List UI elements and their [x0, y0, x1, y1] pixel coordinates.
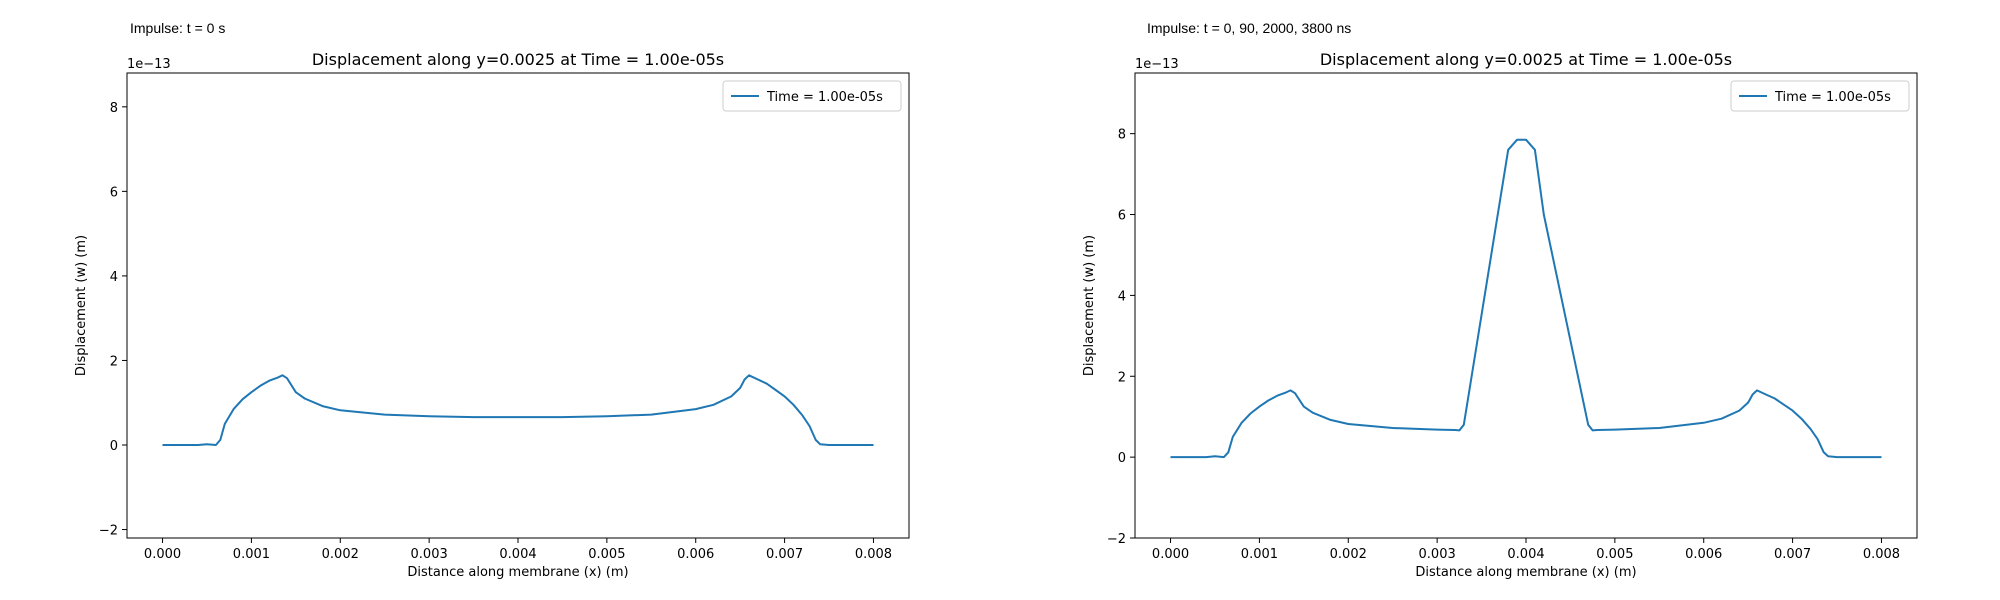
x-tick-label: 0.001	[1241, 547, 1278, 562]
x-tick-label: 0.007	[766, 547, 803, 562]
x-tick-label: 0.002	[322, 547, 359, 562]
chart-2: 0.000 0.001 0.002 0.003 0.004 0.005 0.006 0.007…	[1082, 50, 1918, 580]
y-tick-label: 2	[1118, 370, 1126, 385]
x-axis-label: Distance along membrane (x) (m)	[1415, 565, 1636, 580]
y-tick-label: −2	[1107, 532, 1126, 547]
plot-frame	[126, 72, 910, 539]
x-tick-label: 0.005	[588, 547, 625, 562]
panel-caption-right: Impulse: t = 0, 90, 2000, 3800 ns	[1147, 20, 1352, 36]
y-offset-multiplier: 1e−13	[127, 57, 171, 72]
chart-title: Displacement along y=0.0025 at Time = 1.…	[1320, 50, 1732, 69]
y-tick-label: 0	[1118, 451, 1126, 466]
chart-1: 0.000 0.001 0.002 0.003 0.004 0.005 0.006 0.007…	[74, 50, 910, 580]
y-tick-label: 6	[1118, 209, 1126, 224]
x-tick-label: 0.007	[1774, 547, 1811, 562]
x-tick-label: 0.008	[855, 547, 892, 562]
panel-caption-left: Impulse: t = 0 s	[130, 20, 226, 36]
y-tick-label: 0	[110, 439, 118, 454]
x-tick-label: 0.006	[677, 547, 714, 562]
x-tick-label: 0.000	[144, 547, 181, 562]
series-line	[162, 374, 874, 446]
x-axis-label: Distance along membrane (x) (m)	[407, 565, 628, 580]
x-tick-label: 0.005	[1596, 547, 1633, 562]
y-axis-label: Displacement (w) (m)	[1082, 235, 1097, 376]
y-tick-label: 4	[1118, 289, 1126, 304]
y-tick-label: 8	[110, 101, 118, 116]
legend-label: Time = 1.00e-05s	[766, 90, 883, 105]
x-tick-label: 0.002	[1330, 547, 1367, 562]
y-tick-label: 8	[1118, 128, 1126, 143]
legend: Time = 1.00e-05s	[1730, 80, 1910, 112]
legend-box	[722, 80, 902, 112]
x-tick-label: 0.000	[1152, 547, 1189, 562]
legend-box	[1730, 80, 1910, 112]
x-tick-label: 0.003	[411, 547, 448, 562]
x-tick-label: 0.001	[233, 547, 270, 562]
series-line	[1170, 138, 1882, 459]
x-tick-label: 0.008	[1863, 547, 1900, 562]
x-tick-label: 0.003	[1419, 547, 1456, 562]
chart-title: Displacement along y=0.0025 at Time = 1.…	[312, 50, 724, 69]
y-offset-multiplier: 1e−13	[1135, 57, 1179, 72]
x-tick-label: 0.004	[1507, 547, 1544, 562]
y-tick-label: 6	[110, 185, 118, 200]
y-axis-label: Displacement (w) (m)	[74, 235, 89, 376]
y-tick-label: 4	[110, 270, 118, 285]
legend: Time = 1.00e-05s	[722, 80, 902, 112]
legend-label: Time = 1.00e-05s	[1774, 90, 1891, 105]
y-tick-label: −2	[99, 524, 118, 539]
plot-frame	[1134, 72, 1918, 539]
y-tick-label: 2	[110, 354, 118, 369]
x-tick-label: 0.004	[499, 547, 536, 562]
x-tick-label: 0.006	[1685, 547, 1722, 562]
